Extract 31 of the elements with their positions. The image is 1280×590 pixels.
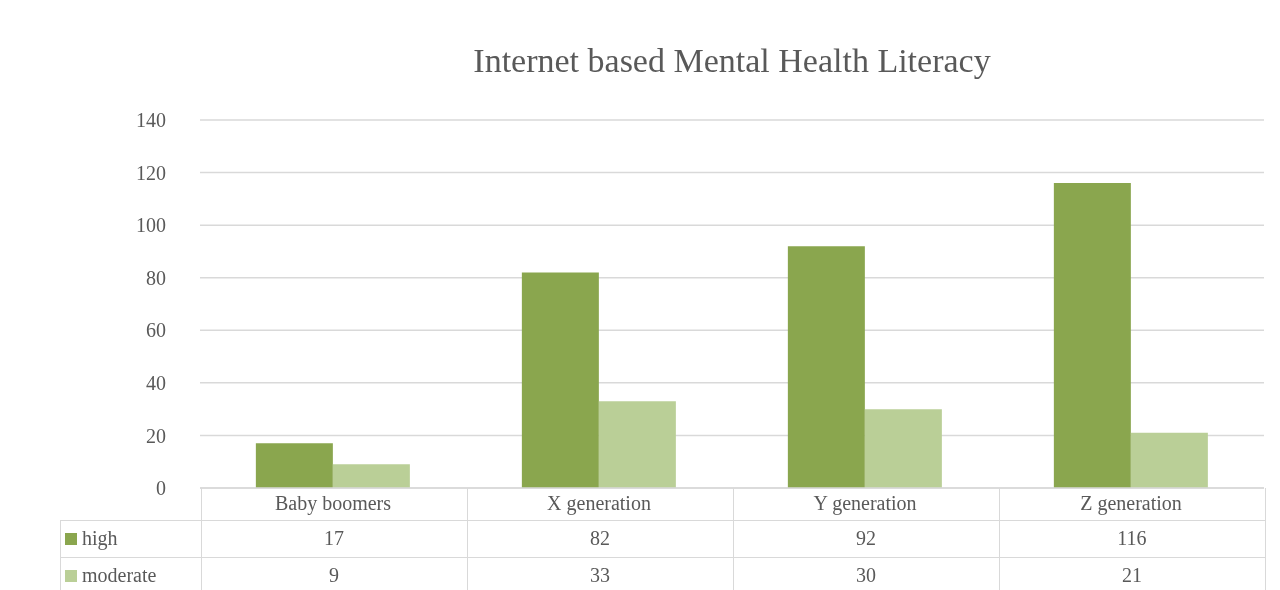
x-tick-label: Y generation [813,492,917,516]
data-label: 17 [201,520,467,557]
y-tick-label: 40 [146,371,166,394]
y-tick-label: 120 [136,161,166,184]
legend-label: high [60,520,201,557]
chart-title: Internet based Mental Health Literacy [472,42,992,80]
data-label: 92 [733,520,999,557]
bar [787,246,865,488]
data-label: 33 [467,557,733,590]
x-tick-label: X generation [547,492,651,516]
y-tick-label: 140 [136,109,166,132]
bar [332,464,410,488]
bar [864,409,942,488]
data-label: 21 [999,557,1265,590]
y-tick-label: 20 [146,424,166,447]
bar [1053,183,1131,488]
data-label: 82 [467,520,733,557]
bar [521,272,599,488]
data-label: 30 [733,557,999,590]
y-tick-label: 100 [136,214,166,237]
bar [598,401,676,488]
data-label: 9 [201,557,467,590]
bar [255,443,333,488]
legend-label: moderate [60,557,201,590]
data-label: 116 [999,520,1265,557]
bar [1130,432,1208,488]
y-tick-label: 80 [146,266,166,289]
x-tick-label: Z generation [1080,492,1182,516]
y-tick-label: 0 [156,477,166,500]
x-tick-label: Baby boomers [274,492,392,516]
y-tick-label: 60 [146,319,166,342]
